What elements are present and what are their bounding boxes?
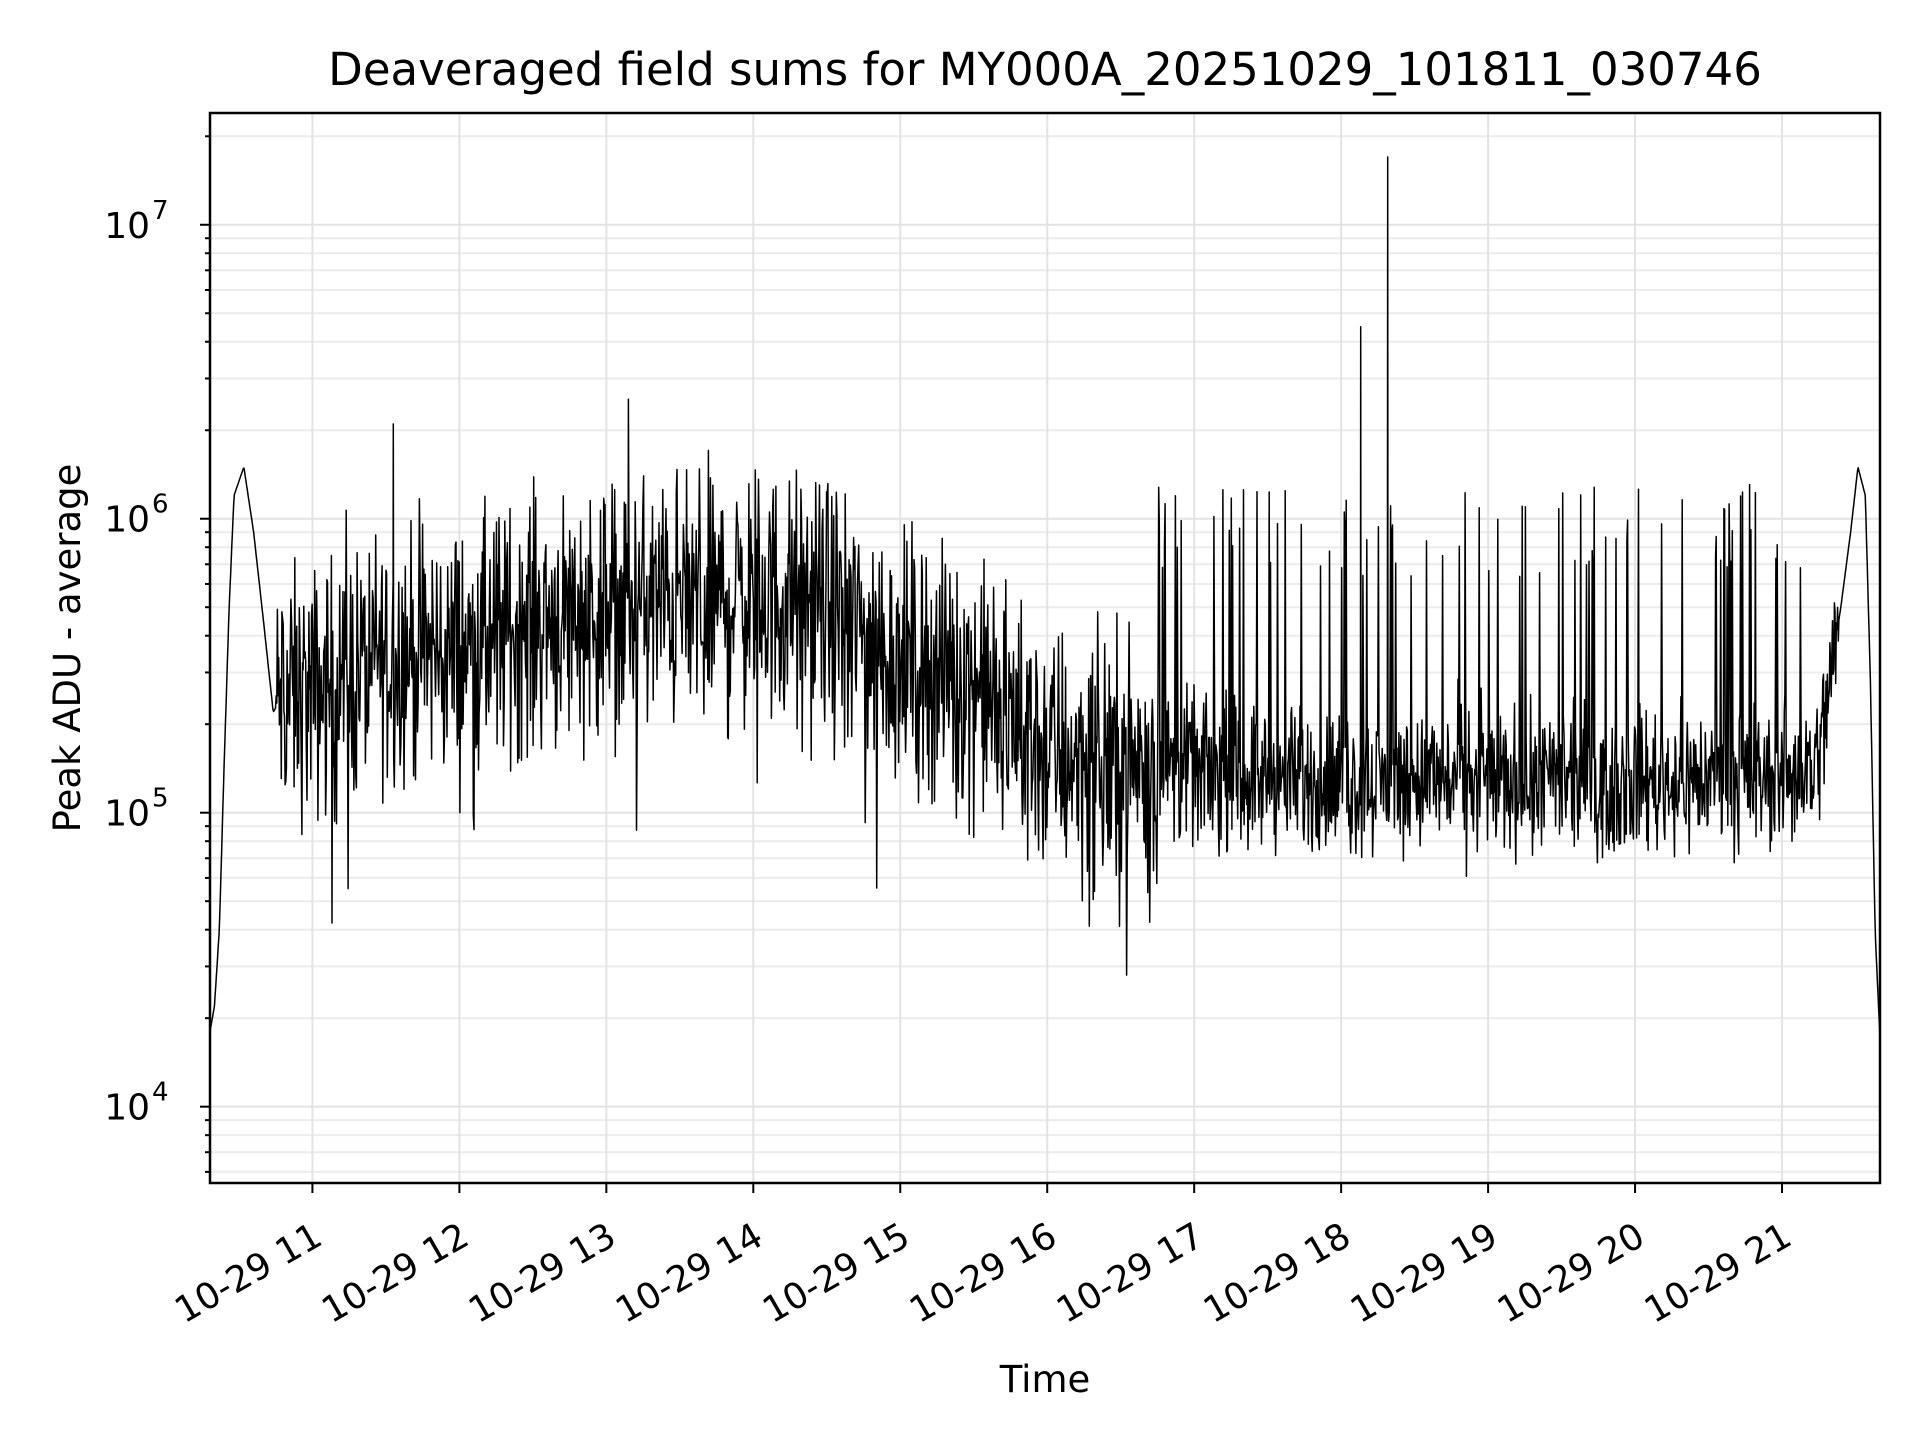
y-tick-label: 10: [104, 500, 150, 541]
chart-title: Deaveraged field sums for MY000A_2025102…: [328, 43, 1762, 96]
y-tick-exponent: 5: [152, 784, 169, 814]
y-tick-label: 10: [104, 1088, 150, 1129]
y-tick-label: 10: [104, 794, 150, 835]
y-tick-exponent: 4: [152, 1078, 169, 1108]
x-axis-label: Time: [999, 1358, 1091, 1401]
y-axis-label: Peak ADU - average: [46, 464, 89, 833]
y-tick-label: 10: [104, 206, 150, 247]
series-line: [209, 156, 1881, 1039]
y-tick-exponent: 6: [152, 490, 169, 520]
axes-frame: [208, 111, 1882, 1185]
y-tick-exponent: 7: [152, 196, 169, 226]
plot-area: [209, 156, 1881, 1039]
